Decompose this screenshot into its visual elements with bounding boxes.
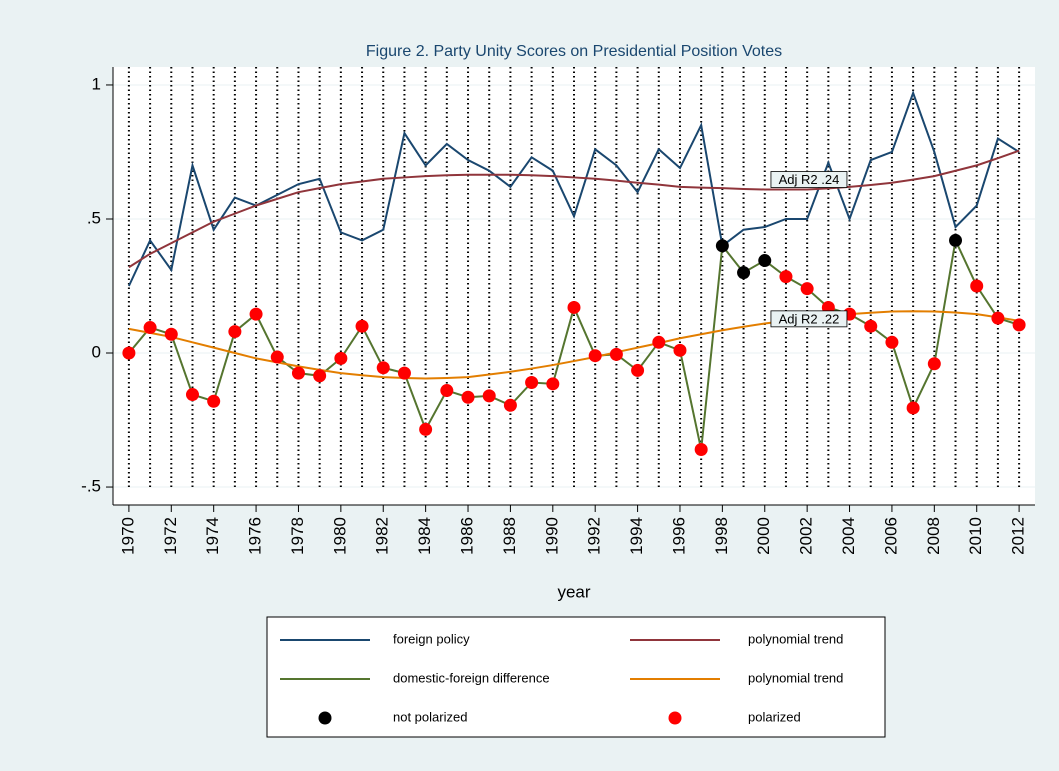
x-tick-label: 1986 xyxy=(458,517,477,555)
series-line xyxy=(128,149,1020,269)
marker xyxy=(546,377,560,391)
marker xyxy=(525,375,539,389)
marker xyxy=(927,357,941,371)
marker xyxy=(609,347,623,361)
legend xyxy=(266,616,886,738)
marker xyxy=(334,351,348,365)
marker xyxy=(588,349,602,363)
legend-label: foreign policy xyxy=(393,631,470,646)
x-tick-label: 1990 xyxy=(542,517,561,555)
x-tick-label: 2010 xyxy=(966,517,985,555)
marker xyxy=(143,321,157,335)
marker xyxy=(694,443,708,457)
marker xyxy=(864,319,878,333)
x-tick-label: 2000 xyxy=(754,517,773,555)
x-tick-label: 2006 xyxy=(881,517,900,555)
chart-title: Figure 2. Party Unity Scores on Presiden… xyxy=(366,43,782,60)
marker xyxy=(122,346,136,360)
marker xyxy=(949,233,963,247)
x-tick-label: 1970 xyxy=(118,517,137,555)
marker xyxy=(397,366,411,380)
marker xyxy=(758,254,772,268)
y-tick-label: 0 xyxy=(92,342,101,361)
x-tick-label: 1998 xyxy=(712,517,731,555)
x-tick-label: 1992 xyxy=(585,517,604,555)
marker xyxy=(461,390,475,404)
x-tick-label: 1978 xyxy=(288,517,307,555)
y-tick-label: -.5 xyxy=(81,477,101,496)
marker xyxy=(1012,318,1026,332)
marker xyxy=(715,239,729,253)
y-tick-label: 1 xyxy=(92,74,101,93)
marker xyxy=(779,270,793,284)
marker xyxy=(249,307,263,321)
series-line xyxy=(127,90,1020,287)
legend-label: polynomial trend xyxy=(748,631,843,646)
marker xyxy=(355,319,369,333)
marker xyxy=(291,366,305,380)
marker xyxy=(906,401,920,415)
x-tick-label: 1996 xyxy=(669,517,688,555)
annotation: Adj R2 .22 xyxy=(779,311,840,326)
marker xyxy=(970,279,984,293)
marker xyxy=(313,369,327,383)
legend-label: polynomial trend xyxy=(748,670,843,685)
x-axis-label: year xyxy=(557,582,590,601)
marker xyxy=(631,363,645,377)
y-tick-label: .5 xyxy=(87,208,101,227)
marker xyxy=(885,335,899,349)
x-tick-label: 1984 xyxy=(415,517,434,555)
marker xyxy=(419,422,433,436)
marker xyxy=(503,398,517,412)
legend-swatch xyxy=(318,711,332,725)
x-tick-label: 1972 xyxy=(161,517,180,555)
x-tick-label: 2004 xyxy=(839,517,858,555)
marker xyxy=(376,361,390,375)
marker xyxy=(800,282,814,296)
x-tick-label: 2002 xyxy=(797,517,816,555)
x-tick-label: 1988 xyxy=(500,517,519,555)
marker xyxy=(228,325,242,339)
x-tick-label: 1994 xyxy=(627,517,646,555)
x-tick-label: 2012 xyxy=(1009,517,1028,555)
legend-label: polarized xyxy=(748,709,801,724)
x-tick-label: 1974 xyxy=(203,517,222,555)
marker xyxy=(164,327,178,341)
marker xyxy=(482,389,496,403)
x-tick-label: 2008 xyxy=(924,517,943,555)
annotation-box xyxy=(770,310,848,328)
x-tick-label: 1982 xyxy=(373,517,392,555)
legend-label: not polarized xyxy=(393,709,467,724)
marker xyxy=(270,350,284,364)
plot-area xyxy=(113,67,1035,505)
marker xyxy=(185,388,199,402)
annotation: Adj R2 .24 xyxy=(779,172,840,187)
marker xyxy=(737,266,751,280)
legend-swatch xyxy=(668,711,682,725)
marker xyxy=(652,335,666,349)
x-tick-label: 1980 xyxy=(330,517,349,555)
annotation-box xyxy=(770,171,848,188)
x-tick-label: 1976 xyxy=(246,517,265,555)
legend-label: domestic-foreign difference xyxy=(393,670,550,685)
marker xyxy=(991,311,1005,325)
marker xyxy=(567,300,581,314)
marker xyxy=(440,384,454,398)
marker xyxy=(673,343,687,357)
marker xyxy=(207,394,221,408)
